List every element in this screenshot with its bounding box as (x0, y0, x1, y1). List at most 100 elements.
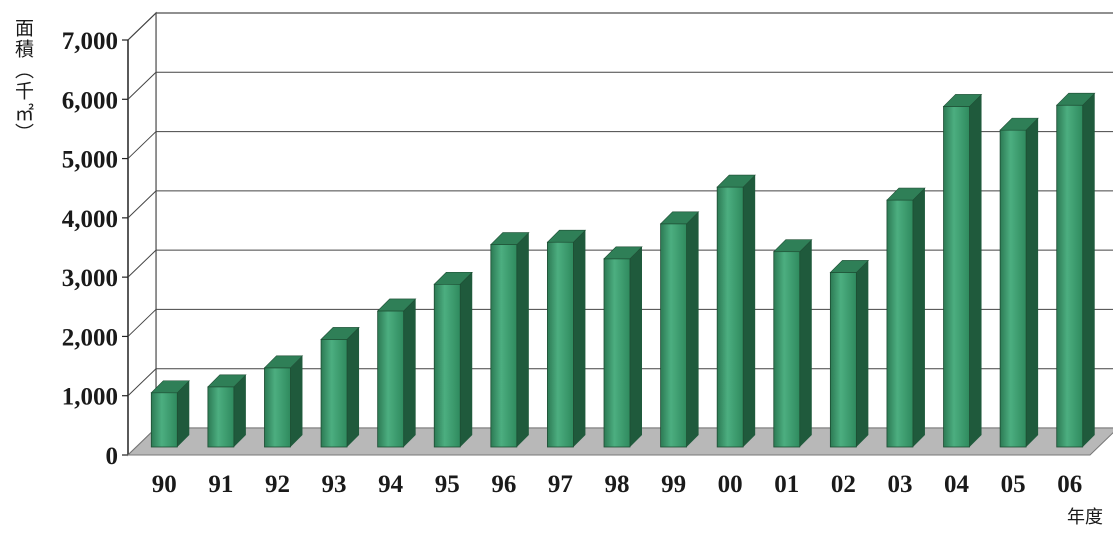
bar-side (347, 327, 360, 447)
bar-top (886, 187, 926, 201)
y-tick-label: 0 (106, 443, 119, 470)
bar-front (829, 271, 857, 448)
bar (999, 117, 1039, 448)
x-tick-label: 91 (208, 471, 233, 498)
bar (376, 298, 417, 448)
bar-top (1055, 92, 1096, 106)
y-tick-label: 6,000 (62, 87, 118, 114)
x-tick-labels: 90 91 92 93 94 95 96 97 98 99 00 01 02 03 04 05 06 (152, 471, 1082, 498)
bar-side (856, 260, 869, 447)
bar-front (207, 386, 235, 448)
bar (942, 94, 983, 448)
grid-line-side (127, 190, 157, 219)
bar-front (660, 223, 687, 448)
x-tick-label: 03 (887, 471, 912, 498)
bar (603, 246, 643, 448)
bar-front (490, 244, 518, 448)
y-tick-label: 4,000 (62, 206, 118, 233)
grid-line-side (127, 131, 157, 159)
bar-top (150, 380, 191, 394)
bar (490, 232, 530, 448)
bar-side (403, 298, 416, 447)
bar-front (264, 367, 291, 448)
bar-front (603, 258, 631, 448)
grid-line-side (127, 71, 157, 100)
bar-top (829, 260, 870, 273)
bar-side (686, 211, 699, 447)
x-tick-label: 98 (605, 471, 630, 498)
x-tick-label: 90 (152, 471, 177, 498)
bar-side (290, 355, 303, 447)
x-tick-label: 05 (1001, 471, 1026, 498)
bar (263, 355, 304, 448)
bars (150, 92, 1096, 448)
bar-top (603, 246, 643, 260)
bar-side (460, 272, 473, 447)
x-tick-label: 04 (944, 471, 970, 498)
y-tick-labels: 0 1,000 2,000 3,000 4,000 5,000 6,000 7,000 (62, 28, 118, 470)
bar-top (659, 211, 700, 225)
bar-top (320, 327, 360, 340)
bar-side (1026, 118, 1039, 447)
bar-side (233, 374, 246, 447)
bar-top (546, 229, 587, 243)
bar-side (573, 230, 586, 447)
bar-front (320, 338, 348, 448)
x-tick-label: 92 (265, 471, 290, 498)
bar-front (547, 241, 574, 448)
bar-top (433, 271, 473, 285)
bar (659, 211, 700, 448)
bar (546, 229, 587, 448)
x-tick-label: 93 (322, 471, 347, 498)
bar-top (263, 355, 304, 369)
x-tick-label: 94 (378, 471, 404, 498)
grid-line-side (127, 249, 157, 278)
bar-side (177, 380, 190, 447)
bar-side (516, 232, 529, 447)
bar (320, 327, 360, 448)
y-tick-label: 2,000 (62, 324, 118, 351)
bar-front (433, 283, 461, 448)
bar-front (377, 310, 405, 448)
bar (207, 374, 247, 448)
bar (1055, 92, 1096, 448)
y-tick-label: 1,000 (62, 384, 118, 411)
bar-front (773, 251, 801, 448)
grid-line-side (127, 309, 157, 337)
bar-front (886, 199, 914, 448)
bar-top (999, 117, 1039, 131)
bar-side (630, 246, 642, 447)
bar (150, 380, 191, 448)
y-tick-label: 7,000 (62, 28, 118, 55)
bar (716, 174, 756, 448)
bar-side (969, 94, 982, 448)
x-tick-label: 97 (548, 471, 573, 498)
x-tick-label: 02 (831, 471, 856, 498)
y-tick-label: 3,000 (62, 265, 118, 292)
side-wall (127, 11, 157, 457)
grid-line-side (127, 368, 157, 397)
x-tick-label: 95 (435, 471, 460, 498)
bar-front (943, 106, 970, 448)
y-axis-label: 面積（千㎡） (12, 18, 34, 144)
bar-front (150, 392, 178, 448)
bar-front (716, 186, 744, 448)
x-tick-label: 96 (491, 471, 516, 498)
grid-line-side (127, 12, 157, 41)
bar-side (1082, 93, 1095, 447)
bar (773, 239, 813, 448)
bar (886, 187, 926, 448)
bar-top (376, 298, 417, 312)
bar (829, 260, 870, 448)
bar-side (799, 239, 812, 447)
bar-top (716, 174, 756, 188)
bar-front (1056, 104, 1084, 448)
x-axis-label: 年度 (1067, 507, 1103, 528)
bar-top (490, 232, 530, 245)
bar-top (942, 94, 983, 107)
y-tick-label: 5,000 (62, 147, 118, 174)
x-tick-label: 99 (661, 471, 686, 498)
bar-top (207, 374, 247, 388)
x-tick-label: 00 (718, 471, 743, 498)
bar-front (999, 129, 1027, 448)
